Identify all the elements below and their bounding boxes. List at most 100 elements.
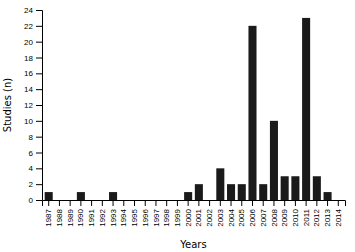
x-tick-mark: [316, 200, 317, 206]
x-tick-label: 1992: [98, 208, 107, 226]
x-tick-mark: [188, 200, 189, 206]
x-tick-mark: [306, 200, 307, 206]
x-tick-label: 1993: [109, 208, 118, 226]
x-tick-label: 1995: [130, 208, 139, 226]
y-tick: 20: [24, 38, 42, 47]
y-tick-mark: [36, 153, 42, 154]
bar: [184, 192, 192, 200]
x-tick-label: 1998: [162, 208, 171, 226]
x-tick-mark: [102, 200, 103, 206]
bar: [163, 200, 171, 201]
x-tick-label: 2002: [205, 208, 214, 226]
x-tick-mark: [273, 200, 274, 206]
y-tick-mark: [36, 89, 42, 90]
x-tick: 2014: [334, 200, 343, 227]
bars: [45, 18, 332, 200]
x-tick: 1992: [98, 200, 107, 227]
x-tick: 2010: [291, 200, 300, 227]
y-tick: 18: [24, 54, 42, 63]
x-tick-label: 1989: [66, 208, 75, 226]
y-tick-mark: [36, 58, 42, 59]
y-axis-line: [36, 11, 43, 201]
x-tick-mark: [91, 200, 92, 206]
y-tick-label: 0: [29, 196, 34, 205]
x-tick-label: 1997: [152, 208, 161, 226]
x-tick: 2009: [280, 200, 289, 227]
bar: [281, 176, 289, 200]
y-tick-label: 16: [24, 69, 33, 78]
bar: [66, 200, 74, 201]
bar: [313, 176, 321, 200]
x-tick-label: 1996: [141, 208, 150, 226]
x-tick-mark: [284, 200, 285, 206]
x-tick-label: 2008: [270, 208, 279, 226]
bar: [195, 184, 203, 200]
x-tick-label: 2012: [312, 208, 321, 226]
y-tick: 0: [29, 196, 42, 205]
x-tick-mark: [123, 200, 124, 206]
y-tick-mark: [36, 26, 42, 27]
x-tick-label: 2006: [248, 208, 257, 226]
bar: [130, 200, 138, 201]
y-tick-mark: [36, 42, 42, 43]
bar: [216, 168, 224, 200]
bar: [324, 192, 332, 200]
bar: [45, 192, 53, 200]
bar: [206, 200, 214, 201]
x-tick-label: 2003: [216, 208, 225, 226]
y-tick: 10: [24, 117, 42, 126]
x-tick-label: 2005: [237, 208, 246, 226]
x-tick: 2003: [216, 200, 225, 227]
bar: [270, 121, 278, 200]
x-tick-mark: [166, 200, 167, 206]
x-tick-mark: [145, 200, 146, 206]
bar: [259, 184, 267, 200]
x-tick: 2006: [248, 200, 257, 227]
x-tick-mark: [209, 200, 210, 206]
x-tick-label: 1988: [55, 208, 64, 226]
y-tick: 12: [24, 101, 42, 110]
bar: [98, 200, 106, 201]
x-tick: 1998: [162, 200, 171, 227]
y-tick-label: 18: [24, 54, 33, 63]
bar: [152, 200, 160, 201]
x-tick-mark: [177, 200, 178, 206]
x-tick: 1993: [109, 200, 118, 227]
x-tick-label: 2013: [323, 208, 332, 226]
y-tick-mark: [36, 168, 42, 169]
y-tick-label: 2: [29, 180, 34, 189]
bar: [55, 200, 63, 201]
x-tick-label: 2009: [280, 208, 289, 226]
y-tick-label: 22: [24, 22, 33, 31]
x-tick: 2007: [259, 200, 268, 227]
y-tick: 4: [29, 164, 42, 173]
y-tick-mark: [36, 137, 42, 138]
x-axis-title: Years: [179, 239, 206, 250]
x-tick-mark: [295, 200, 296, 206]
y-axis-title: Studies (n): [2, 78, 13, 133]
x-tick: 2008: [270, 200, 279, 227]
plot: 1987198819891990199119921993199419951996…: [24, 6, 345, 227]
x-tick-label: 2007: [259, 208, 268, 226]
y-tick-label: 14: [24, 85, 33, 94]
bar: [120, 200, 128, 201]
x-tick-mark: [59, 200, 60, 206]
x-tick-mark: [155, 200, 156, 206]
x-axis: 1987198819891990199119921993199419951996…: [43, 200, 346, 227]
x-tick-mark: [70, 200, 71, 206]
x-tick: 2011: [302, 200, 311, 226]
y-tick: 16: [24, 69, 42, 78]
y-tick-label: 20: [24, 38, 33, 47]
x-tick-mark: [48, 200, 49, 206]
x-tick: 1987: [44, 200, 53, 227]
x-tick: 1994: [119, 200, 128, 227]
x-tick-mark: [241, 200, 242, 206]
y-tick: 2: [29, 180, 42, 189]
x-tick: 2001: [194, 200, 203, 227]
y-tick: 8: [29, 133, 42, 142]
y-axis: 024681012141618202224: [24, 6, 42, 205]
bar: [109, 192, 117, 200]
x-tick-label: 2014: [334, 208, 343, 226]
bar: [291, 176, 299, 200]
chart: 1987198819891990199119921993199419951996…: [0, 0, 355, 252]
